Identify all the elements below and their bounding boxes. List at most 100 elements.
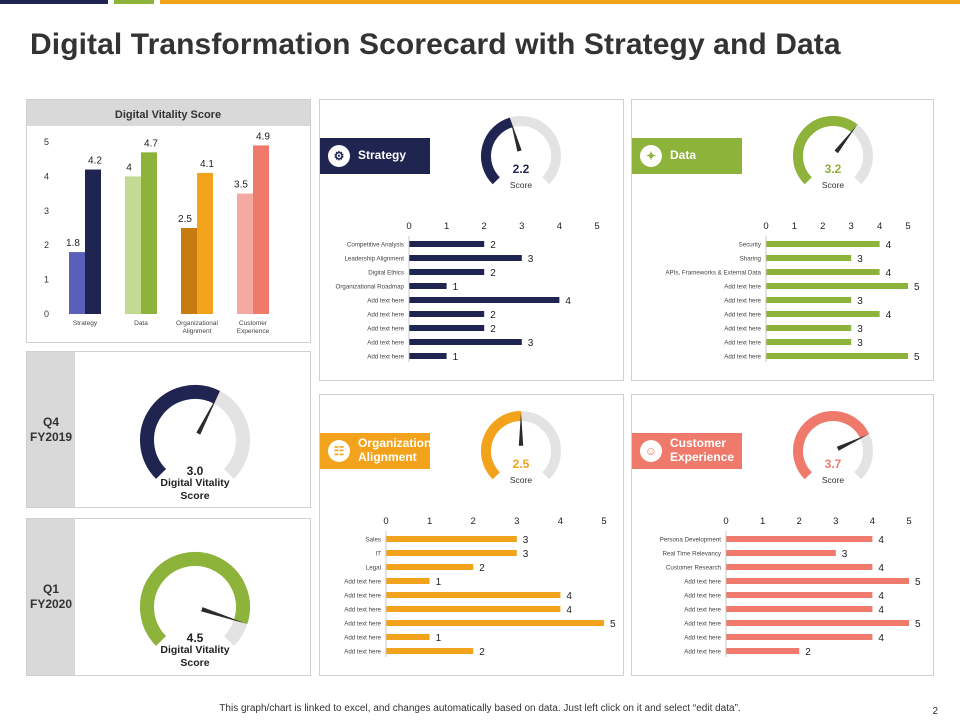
category-label: Add text here <box>684 607 721 614</box>
x-tick-label: Data <box>134 320 148 327</box>
y-tick-label: 5 <box>44 137 49 147</box>
tag-line2: Experience <box>670 450 735 464</box>
x-tick-label: 2 <box>820 221 825 232</box>
strategy-chart: 2.2 Score 0 1 2 3 4 5 Competitive Analysis 2 Leade… <box>336 116 600 363</box>
top-bar-orange <box>160 0 960 4</box>
gauge-value: 3.7 <box>825 457 842 471</box>
bar-value-label: 5 <box>915 577 921 588</box>
data-icon: ✦ <box>640 145 662 167</box>
bar-value-label: 4 <box>566 605 572 616</box>
x-tick-label: Experience <box>237 328 270 335</box>
category-label: Add text here <box>344 579 381 586</box>
category-label: Add text here <box>367 340 404 347</box>
y-tick-label: 3 <box>44 206 49 216</box>
category-label: IT <box>376 551 382 558</box>
vitality-bar-chart: Digital Vitality Score 0 1 2 3 4 5 1.8 4.2 Strate… <box>27 100 310 335</box>
x-tick-label: 5 <box>906 516 911 527</box>
bar <box>766 325 852 331</box>
quarter-panel-q4: Q4 FY2019 3.0 Digital Vitality Score <box>26 351 311 508</box>
category-label: Sales <box>366 537 381 544</box>
quarter-label-line2: FY2020 <box>29 597 73 611</box>
bar-value-label: 4.7 <box>144 138 158 149</box>
bar <box>726 564 873 570</box>
x-tick-label: 1 <box>444 221 449 232</box>
category-label: Add text here <box>344 649 381 656</box>
bar-value-label: 4 <box>566 591 572 602</box>
y-tick-label: 0 <box>44 309 49 319</box>
bar <box>409 241 485 247</box>
bar <box>766 255 852 261</box>
bar <box>766 297 852 303</box>
org-alignment-chart: 2.5 Score 0 1 2 3 4 5 Sales 3 IT 3 Legal 2 Add text he… <box>344 411 616 658</box>
gauge-needle <box>836 434 869 451</box>
quarter-panel-q1: Q1 FY2020 4.5 Digital Vitality Score <box>26 518 311 676</box>
bar <box>766 311 880 317</box>
bar-value-label: 4 <box>126 162 132 173</box>
bar <box>726 592 873 598</box>
data-tag: ✦ Data <box>632 138 742 174</box>
category-label: Add text here <box>367 326 404 333</box>
customer-experience-chart: 3.7 Score 0 1 2 3 4 5 Persona Development 4 Real T… <box>660 411 921 658</box>
y-tick-label: 4 <box>44 171 49 181</box>
x-tick-label: Customer <box>239 320 268 327</box>
chart-title-band <box>27 100 310 126</box>
bar <box>726 634 873 640</box>
org-alignment-tag-label: Organizational Alignment <box>358 436 442 465</box>
bar <box>766 353 908 359</box>
chart-title: Digital Vitality Score <box>115 109 221 121</box>
bar <box>386 592 561 598</box>
x-tick-label: 0 <box>406 221 411 232</box>
category-label: Organizational Roadmap <box>336 284 405 291</box>
bar <box>726 606 873 612</box>
bar-value-label: 1.8 <box>66 238 80 249</box>
category-label: Add text here <box>344 635 381 642</box>
gauge-fill <box>140 552 250 646</box>
x-tick-label: 0 <box>723 516 728 527</box>
bar-value-label: 3 <box>857 254 863 265</box>
tag-line1: Organizational <box>358 436 442 451</box>
bar <box>766 283 908 289</box>
gauge-caption-line2: Score <box>180 490 209 502</box>
gauge-caption-line1: Digital Vitality <box>160 477 229 489</box>
x-tick-label: 0 <box>763 221 768 232</box>
x-tick-label: Strategy <box>73 320 98 327</box>
category-label: Customer Research <box>666 565 722 572</box>
bar-value-label: 3 <box>842 549 848 560</box>
gauge-value: 2.5 <box>513 457 530 471</box>
bar <box>386 606 561 612</box>
quarter-label-line2: FY2019 <box>29 429 73 444</box>
bar-value-label: 2 <box>490 310 496 321</box>
x-tick-label: 0 <box>383 516 388 527</box>
y-tick-label: 2 <box>44 240 49 250</box>
category-label: Persona Development <box>660 537 722 544</box>
bar <box>253 145 269 314</box>
bar <box>386 620 604 626</box>
category-label: Competitive Analysis <box>347 242 404 249</box>
x-tick-label: 4 <box>870 516 875 527</box>
x-tick-label: 1 <box>427 516 432 527</box>
category-label: Add text here <box>724 326 761 333</box>
category-label: Add text here <box>724 284 761 291</box>
bar <box>181 228 197 314</box>
strategy-panel: ⚙ Strategy 2.2 Score 0 1 2 3 4 5 Competitive Ana… <box>319 99 624 381</box>
x-tick-label: 5 <box>594 221 599 232</box>
bar-value-label: 1 <box>453 282 459 293</box>
strategy-tag-label: Strategy <box>358 148 407 163</box>
category-label: Add text here <box>684 621 721 628</box>
strategy-tag: ⚙ Strategy <box>320 138 430 174</box>
bar-value-label: 2 <box>479 563 485 574</box>
quarter-label-line1: Q4 <box>42 414 59 429</box>
bar <box>386 648 474 654</box>
x-tick-label: 3 <box>514 516 519 527</box>
bar <box>386 536 517 542</box>
gauge-fill <box>793 116 858 185</box>
tag-line2: Alignment <box>358 450 417 464</box>
data-chart: 3.2 Score 0 1 2 3 4 5 Security 4 Sharing 3 APIs, Fra… <box>665 116 920 363</box>
gauge-value: 3.0 <box>187 464 204 478</box>
org-alignment-tag: ☷ Organizational Alignment <box>320 433 441 469</box>
y-tick-label: 1 <box>44 275 49 285</box>
gauge-label: Score <box>510 180 532 190</box>
bar-value-label: 4 <box>878 591 884 602</box>
bar <box>386 578 430 584</box>
bar <box>197 172 213 314</box>
